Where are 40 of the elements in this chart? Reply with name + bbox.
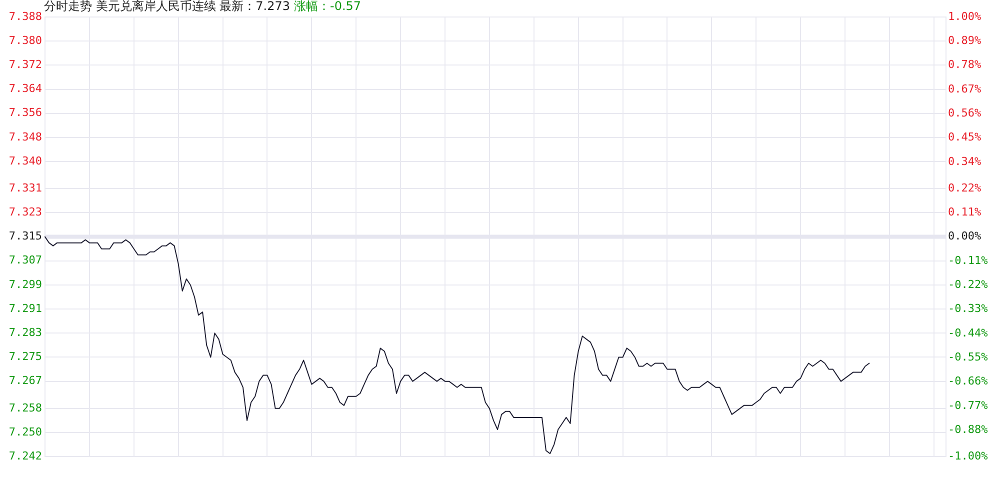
- y2-tick-label: -0.11%: [948, 254, 988, 267]
- y2-tick-label: 0.45%: [948, 130, 982, 144]
- y2-tick-label: -1.00%: [948, 449, 988, 462]
- y2-tick-label: 0.22%: [948, 181, 982, 194]
- y-tick-label: 7.340: [8, 154, 42, 168]
- y-tick-label: 7.323: [8, 206, 42, 219]
- y2-tick-label: -0.66%: [948, 374, 988, 388]
- y-tick-label: 7.356: [8, 106, 42, 120]
- y2-tick-label: 0.89%: [948, 34, 982, 48]
- y2-tick-label: -0.22%: [948, 278, 988, 292]
- y-tick-label: 7.348: [8, 130, 42, 144]
- y-tick-label: 7.242: [8, 449, 42, 462]
- y2-tick-label: 0.78%: [948, 58, 982, 72]
- y-tick-label: 7.331: [8, 181, 42, 194]
- y2-tick-label: -0.55%: [948, 350, 988, 364]
- y2-tick-label: -0.77%: [948, 398, 988, 412]
- y2-tick-label: 0.00%: [948, 230, 982, 243]
- y2-tick-label: -0.44%: [948, 326, 988, 340]
- chart-title: 分时走势 美元兑离岸人民币连续 最新：7.273: [44, 0, 290, 13]
- y-tick-label: 7.315: [8, 230, 42, 243]
- y2-tick-label: -0.88%: [948, 423, 988, 436]
- y-tick-label: 7.250: [8, 425, 42, 438]
- y-tick-label: 7.258: [8, 401, 42, 414]
- y-tick-label: 7.307: [8, 254, 42, 267]
- y-tick-label: 7.267: [8, 374, 42, 388]
- y2-tick-label: 1.00%: [948, 10, 982, 23]
- y-tick-label: 7.388: [8, 10, 42, 23]
- y2-tick-label: -0.33%: [948, 302, 988, 316]
- y-tick-label: 7.380: [8, 34, 42, 47]
- y-tick-label: 7.372: [8, 58, 42, 72]
- y2-tick-label: 0.11%: [948, 205, 982, 218]
- chart-subtitle: 涨幅：-0.57: [294, 0, 362, 13]
- y2-tick-label: 0.34%: [948, 154, 982, 168]
- y-tick-label: 7.299: [8, 278, 42, 291]
- y2-tick-label: 0.67%: [948, 82, 982, 96]
- y-tick-label: 7.364: [8, 82, 42, 96]
- y-tick-label: 7.275: [8, 350, 42, 364]
- y2-tick-label: 0.56%: [948, 106, 982, 120]
- y-tick-label: 7.291: [8, 302, 42, 315]
- y-tick-label: 7.283: [8, 326, 42, 340]
